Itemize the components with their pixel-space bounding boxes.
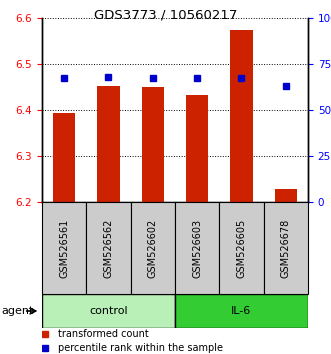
Bar bbox=[131, 202, 175, 294]
Bar bbox=[264, 202, 308, 294]
Bar bbox=[42, 202, 86, 294]
Bar bbox=[175, 294, 308, 328]
Bar bbox=[219, 202, 264, 294]
Text: GDS3773 / 10560217: GDS3773 / 10560217 bbox=[94, 9, 237, 22]
Text: IL-6: IL-6 bbox=[231, 306, 252, 316]
Text: control: control bbox=[89, 306, 128, 316]
Text: percentile rank within the sample: percentile rank within the sample bbox=[58, 343, 223, 353]
Bar bbox=[230, 30, 253, 202]
Bar bbox=[53, 113, 75, 202]
Text: GSM526678: GSM526678 bbox=[281, 218, 291, 278]
Text: agent: agent bbox=[2, 306, 34, 316]
Text: GSM526561: GSM526561 bbox=[59, 218, 69, 278]
Text: GSM526605: GSM526605 bbox=[237, 218, 247, 278]
Text: GSM526562: GSM526562 bbox=[104, 218, 114, 278]
Text: transformed count: transformed count bbox=[58, 329, 149, 339]
Bar bbox=[186, 95, 208, 202]
Bar bbox=[275, 189, 297, 202]
Bar bbox=[86, 202, 131, 294]
Text: GSM526602: GSM526602 bbox=[148, 218, 158, 278]
Bar bbox=[175, 202, 219, 294]
Text: GSM526603: GSM526603 bbox=[192, 218, 202, 278]
Bar bbox=[97, 86, 119, 202]
Bar bbox=[142, 87, 164, 202]
Bar bbox=[42, 294, 175, 328]
